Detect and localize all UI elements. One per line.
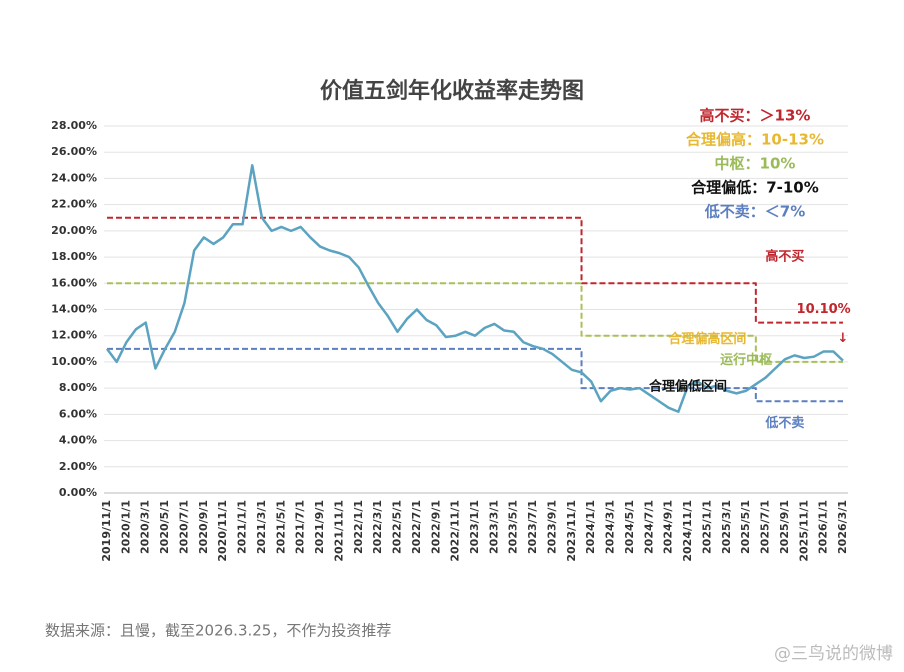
- x-tick-label: 2022/11/1: [449, 500, 462, 562]
- annotation: 合理偏高区间: [668, 331, 746, 347]
- x-tick-label: 2026/3/1: [836, 500, 849, 554]
- x-tick-label: 2023/5/1: [507, 500, 520, 554]
- x-tick-label: 2025/1/1: [700, 500, 713, 554]
- y-tick-label: 4.00%: [59, 434, 97, 447]
- x-tick-label: 2020/5/1: [158, 500, 171, 554]
- x-tick-label: 2020/9/1: [197, 500, 210, 554]
- x-tick-label: 2025/9/1: [778, 500, 791, 554]
- chart-title: 价值五剑年化收益率走势图: [320, 78, 584, 104]
- legend-entry: 合理偏低：7-10%: [690, 179, 819, 197]
- legend-entry: 合理偏高：10-13%: [685, 131, 824, 149]
- x-tick-label: 2025/5/1: [739, 500, 752, 554]
- x-tick-label: 2025/11/1: [797, 500, 810, 562]
- annotation: 合理偏低区间: [649, 378, 727, 394]
- x-tick-label: 2022/7/1: [410, 500, 423, 554]
- x-tick-label: 2023/7/1: [526, 500, 539, 554]
- y-tick-label: 0.00%: [59, 486, 97, 499]
- y-tick-label: 28.00%: [51, 119, 97, 132]
- y-tick-label: 6.00%: [59, 407, 97, 420]
- x-tick-label: 2026/1/1: [817, 500, 830, 554]
- data-line: [105, 164, 844, 413]
- x-tick-label: 2024/3/1: [604, 500, 617, 554]
- annotation: 低不卖: [764, 415, 804, 431]
- x-tick-label: 2019/11/1: [100, 500, 113, 562]
- x-tick-label: 2023/11/1: [565, 500, 578, 562]
- annotation: 高不买: [765, 249, 804, 265]
- y-tick-label: 20.00%: [51, 224, 97, 237]
- x-tick-label: 2020/1/1: [119, 500, 132, 554]
- x-tick-label: 2021/5/1: [274, 500, 287, 554]
- y-tick-label: 14.00%: [51, 303, 97, 316]
- x-tick-label: 2021/11/1: [332, 500, 345, 562]
- x-tick-label: 2022/3/1: [371, 500, 384, 554]
- x-tick-label: 2024/5/1: [623, 500, 636, 554]
- x-tick-label: 2025/7/1: [759, 500, 772, 554]
- x-tick-label: 2024/1/1: [584, 500, 597, 554]
- x-tick-label: 2021/9/1: [313, 500, 326, 554]
- y-tick-label: 22.00%: [51, 198, 97, 211]
- y-tick-label: 18.00%: [51, 250, 97, 263]
- y-tick-label: 16.00%: [51, 276, 97, 289]
- x-tick-label: 2024/11/1: [681, 500, 694, 562]
- x-tick-label: 2020/7/1: [177, 500, 190, 554]
- threshold-line: [107, 347, 843, 403]
- x-tick-label: 2021/1/1: [236, 500, 249, 554]
- x-tick-label: 2024/9/1: [662, 500, 675, 554]
- annotation: ↓: [838, 331, 849, 346]
- threshold-line: [107, 216, 843, 324]
- y-tick-label: 12.00%: [51, 329, 97, 342]
- x-tick-label: 2022/1/1: [352, 500, 365, 554]
- x-tick-label: 2023/9/1: [545, 500, 558, 554]
- y-tick-label: 26.00%: [51, 145, 97, 158]
- y-tick-label: 24.00%: [51, 171, 97, 184]
- y-tick-label: 8.00%: [59, 381, 97, 394]
- x-tick-label: 2021/7/1: [294, 500, 307, 554]
- footer: 数据来源：且慢，截至2026.3.25，不作为投资推荐: [45, 622, 391, 640]
- annotation: 10.10%: [797, 302, 851, 317]
- y-tick-label: 10.00%: [51, 355, 97, 368]
- legend-entry: 低不卖：＜7%: [704, 203, 805, 221]
- x-tick-label: 2022/5/1: [391, 500, 404, 554]
- legend-entry: 高不买：＞13%: [700, 107, 811, 125]
- y-tick-label: 2.00%: [59, 460, 97, 473]
- legend-entry: 中枢：10%: [715, 155, 796, 173]
- x-tick-label: 2020/11/1: [216, 500, 229, 562]
- annotation: 运行中枢: [720, 352, 772, 368]
- x-tick-label: 2023/3/1: [487, 500, 500, 554]
- x-tick-label: 2020/3/1: [139, 500, 152, 554]
- x-tick-label: 2022/9/1: [429, 500, 442, 554]
- x-tick-label: 2023/1/1: [468, 500, 481, 554]
- x-tick-label: 2024/7/1: [642, 500, 655, 554]
- watermark: @三鸟说的微博: [774, 644, 893, 664]
- x-tick-label: 2021/3/1: [255, 500, 268, 554]
- x-tick-label: 2025/3/1: [720, 500, 733, 554]
